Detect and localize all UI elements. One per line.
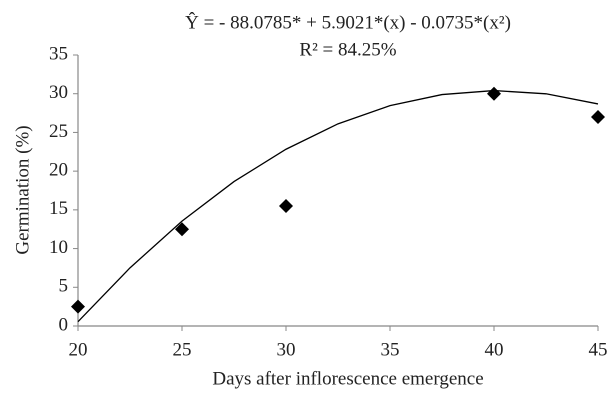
y-tick-label: 5 <box>59 276 69 297</box>
marker <box>279 198 293 213</box>
marker <box>591 109 605 124</box>
marker <box>175 222 189 237</box>
x-tick-label: 45 <box>589 339 608 360</box>
y-tick-label: 30 <box>49 82 68 103</box>
fit-curve <box>77 89 599 323</box>
x-axis-label: Days after inflorescence emergence <box>212 368 483 389</box>
y-tick-label: 20 <box>49 160 68 181</box>
x-tick-label: 20 <box>69 339 88 360</box>
y-axis-label: Germination (%) <box>12 125 33 254</box>
chart-title: Ŷ = - 88.0785* + 5.9021*(x) - 0.0735*(x²… <box>185 11 511 33</box>
x-tick-label: 25 <box>173 339 192 360</box>
y-tick-label: 10 <box>49 237 68 258</box>
chart-subtitle: R² = 84.25% <box>299 39 396 60</box>
marker <box>487 86 501 101</box>
y-tick-label: 15 <box>49 198 68 219</box>
x-tick-label: 40 <box>485 339 504 360</box>
x-tick-label: 35 <box>381 339 400 360</box>
y-tick-label: 35 <box>49 43 68 64</box>
y-tick-label: 25 <box>49 121 68 142</box>
y-tick-label: 0 <box>59 314 69 335</box>
marker <box>71 299 85 314</box>
x-tick-label: 30 <box>277 339 296 360</box>
